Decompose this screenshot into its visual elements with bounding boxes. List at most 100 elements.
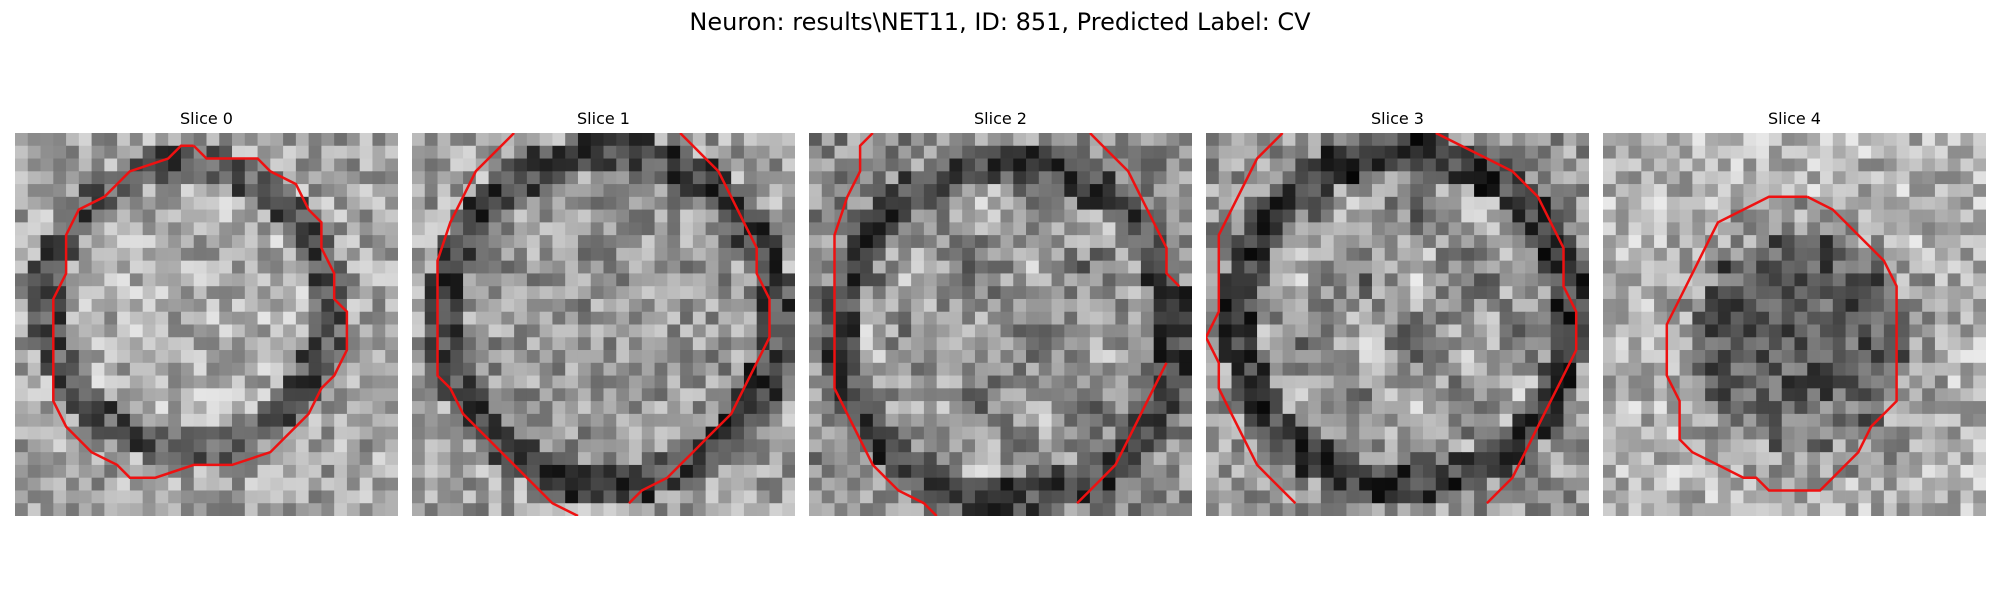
- pixel: [898, 401, 912, 415]
- pixel: [193, 503, 207, 516]
- pixel: [1654, 158, 1668, 172]
- pixel: [1781, 184, 1795, 198]
- pixel: [756, 171, 770, 185]
- pixel: [1934, 388, 1949, 402]
- pixel: [1896, 337, 1910, 351]
- pixel: [1231, 273, 1245, 287]
- pixel: [1807, 503, 1821, 516]
- pixel: [1346, 401, 1360, 415]
- pixel: [526, 222, 541, 236]
- pixel: [257, 273, 271, 287]
- pixel: [1550, 235, 1564, 249]
- pixel: [372, 452, 386, 466]
- pixel: [565, 260, 579, 274]
- pixel: [424, 413, 438, 428]
- pixel: [872, 477, 886, 491]
- pixel: [1320, 401, 1335, 415]
- pixel: [1257, 401, 1271, 415]
- pixel: [1013, 298, 1027, 313]
- pixel: [1206, 439, 1220, 453]
- pixel: [385, 273, 398, 287]
- pixel: [539, 350, 553, 364]
- pixel: [1257, 375, 1271, 389]
- pixel: [1603, 184, 1617, 198]
- pixel: [1026, 235, 1040, 249]
- pixel: [488, 388, 502, 402]
- pixel: [1717, 452, 1732, 466]
- pixel: [1333, 375, 1347, 389]
- pixel: [1038, 260, 1052, 274]
- pixel: [1320, 503, 1335, 516]
- pixel: [847, 260, 861, 274]
- pixel: [463, 184, 477, 198]
- pixel: [1832, 145, 1846, 159]
- pixel: [1295, 337, 1309, 351]
- pixel: [629, 464, 643, 479]
- pixel: [1026, 298, 1040, 313]
- pixel: [308, 260, 322, 274]
- pixel: [1474, 439, 1488, 453]
- pixel: [488, 464, 502, 479]
- pixel: [1692, 235, 1706, 249]
- pixel: [1038, 286, 1052, 300]
- pixel: [1435, 401, 1449, 415]
- pixel: [1883, 350, 1898, 364]
- pixel: [718, 337, 732, 351]
- pixel: [1922, 350, 1936, 364]
- pixel: [1845, 171, 1859, 185]
- pixel: [463, 145, 477, 159]
- pixel: [1717, 464, 1732, 479]
- pixel: [1973, 452, 1986, 466]
- pixel: [1820, 426, 1834, 440]
- pixel: [1615, 209, 1629, 223]
- pixel: [692, 375, 707, 389]
- pixel: [321, 247, 335, 262]
- pixel: [27, 196, 41, 210]
- pixel: [1820, 452, 1834, 466]
- pixel: [898, 247, 912, 262]
- pixel: [1064, 413, 1078, 428]
- pixel: [1973, 464, 1986, 479]
- pixel: [475, 133, 489, 147]
- pixel: [1064, 362, 1078, 376]
- pixel: [1499, 222, 1513, 236]
- pixel: [1576, 260, 1589, 274]
- pixel: [1231, 286, 1245, 300]
- pixel: [641, 452, 655, 466]
- pixel: [1064, 477, 1078, 491]
- pixel: [1410, 413, 1424, 428]
- pixel: [1883, 311, 1898, 325]
- pixel: [295, 350, 310, 364]
- pixel: [1474, 196, 1488, 210]
- pixel: [257, 196, 271, 210]
- pixel: [641, 503, 655, 516]
- pixel: [168, 324, 182, 338]
- pixel: [117, 388, 131, 402]
- pixel: [1269, 388, 1283, 402]
- pixel: [117, 439, 131, 453]
- pixel: [1820, 490, 1834, 504]
- pixel: [1947, 260, 1961, 274]
- pixel: [1206, 388, 1220, 402]
- pixel: [1641, 426, 1655, 440]
- pixel: [53, 171, 67, 185]
- pixel: [1537, 184, 1552, 198]
- pixel: [898, 222, 912, 236]
- pixel: [219, 311, 233, 325]
- pixel: [1537, 209, 1552, 223]
- pixel: [1666, 260, 1680, 274]
- slice-panel-1: Slice 1: [412, 109, 795, 516]
- pixel: [244, 235, 258, 249]
- pixel: [1909, 222, 1923, 236]
- pixel: [1346, 477, 1360, 491]
- pixel: [463, 324, 477, 338]
- pixel: [437, 158, 451, 172]
- pixel: [129, 235, 144, 249]
- pixel: [680, 413, 694, 428]
- pixel: [155, 503, 169, 516]
- pixel: [1051, 235, 1065, 249]
- pixel: [1026, 311, 1040, 325]
- pixel: [667, 145, 681, 159]
- pixel: [526, 324, 541, 338]
- pixel: [1781, 133, 1795, 147]
